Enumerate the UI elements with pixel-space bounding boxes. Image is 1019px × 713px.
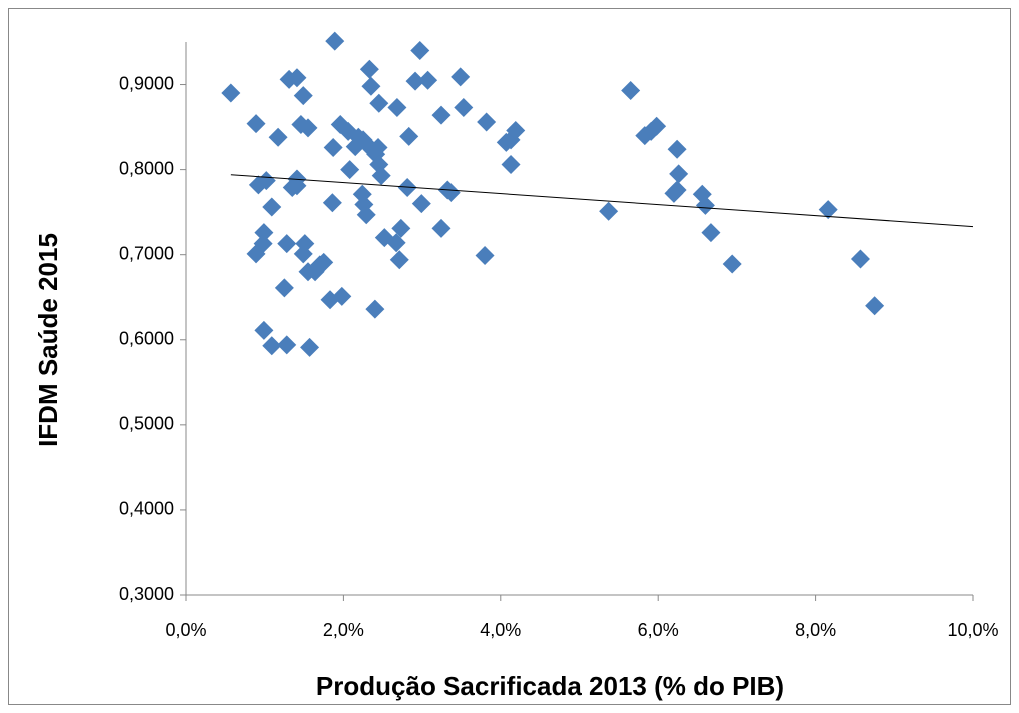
x-tick-label: 8,0% xyxy=(795,620,836,640)
x-tick-label: 4,0% xyxy=(480,620,521,640)
y-tick-label: 0,9000 xyxy=(119,73,174,93)
y-tick-label: 0,5000 xyxy=(119,414,174,434)
data-point xyxy=(410,41,430,61)
data-point xyxy=(361,76,381,96)
data-point xyxy=(477,112,497,132)
data-point xyxy=(365,299,385,319)
data-point xyxy=(621,80,641,100)
data-point xyxy=(274,278,294,298)
data-point xyxy=(818,200,838,220)
chart-border xyxy=(8,8,1011,705)
y-tick-label: 0,4000 xyxy=(119,499,174,519)
data-point xyxy=(287,68,307,88)
data-point xyxy=(405,71,425,91)
x-tick-label: 0,0% xyxy=(165,620,206,640)
y-tick-label: 0,7000 xyxy=(119,243,174,263)
x-tick-label: 6,0% xyxy=(638,620,679,640)
data-point xyxy=(635,126,655,146)
data-point xyxy=(667,139,687,159)
data-point xyxy=(399,126,419,146)
x-tick-label: 10,0% xyxy=(947,620,998,640)
data-point xyxy=(386,233,406,253)
data-point xyxy=(411,194,431,214)
data-point xyxy=(293,86,313,106)
data-point xyxy=(246,114,266,134)
data-point xyxy=(701,223,721,243)
data-point xyxy=(506,120,526,140)
data-point xyxy=(451,67,471,87)
data-point xyxy=(246,244,266,264)
data-point xyxy=(369,93,389,113)
y-tick-label: 0,8000 xyxy=(119,158,174,178)
y-axis-title: IFDM Saúde 2015 xyxy=(33,233,63,447)
data-point xyxy=(454,98,474,118)
data-point xyxy=(664,183,684,203)
data-point xyxy=(359,59,379,79)
data-point xyxy=(268,127,288,147)
data-point xyxy=(221,83,241,103)
data-point xyxy=(391,218,411,238)
data-point xyxy=(850,249,870,269)
y-tick-label: 0,3000 xyxy=(119,584,174,604)
data-point xyxy=(325,31,345,51)
data-point xyxy=(332,286,352,306)
data-point xyxy=(441,183,461,203)
data-point xyxy=(722,254,742,274)
data-point xyxy=(431,105,451,125)
data-point xyxy=(254,223,274,243)
data-point xyxy=(340,160,360,180)
data-point xyxy=(431,218,451,238)
y-tick-label: 0,6000 xyxy=(119,329,174,349)
data-point xyxy=(254,320,274,340)
data-point xyxy=(647,116,667,136)
data-point xyxy=(277,234,297,254)
data-point xyxy=(501,155,521,175)
data-point xyxy=(262,336,282,356)
data-point xyxy=(298,118,318,138)
data-point xyxy=(287,176,307,196)
data-point xyxy=(599,201,619,221)
data-point xyxy=(695,195,715,215)
data-point xyxy=(314,252,334,272)
data-point xyxy=(865,296,885,316)
data-point xyxy=(371,166,391,186)
data-point xyxy=(387,98,407,118)
data-point xyxy=(300,337,320,357)
data-point xyxy=(293,244,313,264)
x-axis-title: Produção Sacrificada 2013 (% do PIB) xyxy=(316,671,784,701)
data-point xyxy=(262,197,282,217)
trend-line xyxy=(230,174,974,228)
data-point xyxy=(389,250,409,270)
data-point xyxy=(475,246,495,266)
data-point xyxy=(418,70,438,90)
data-point xyxy=(669,164,689,184)
data-point xyxy=(356,205,376,225)
data-point xyxy=(368,137,388,157)
data-point xyxy=(256,171,276,191)
data-point xyxy=(322,193,342,213)
data-point xyxy=(277,335,297,355)
data-point xyxy=(323,137,343,157)
x-tick-label: 2,0% xyxy=(323,620,364,640)
